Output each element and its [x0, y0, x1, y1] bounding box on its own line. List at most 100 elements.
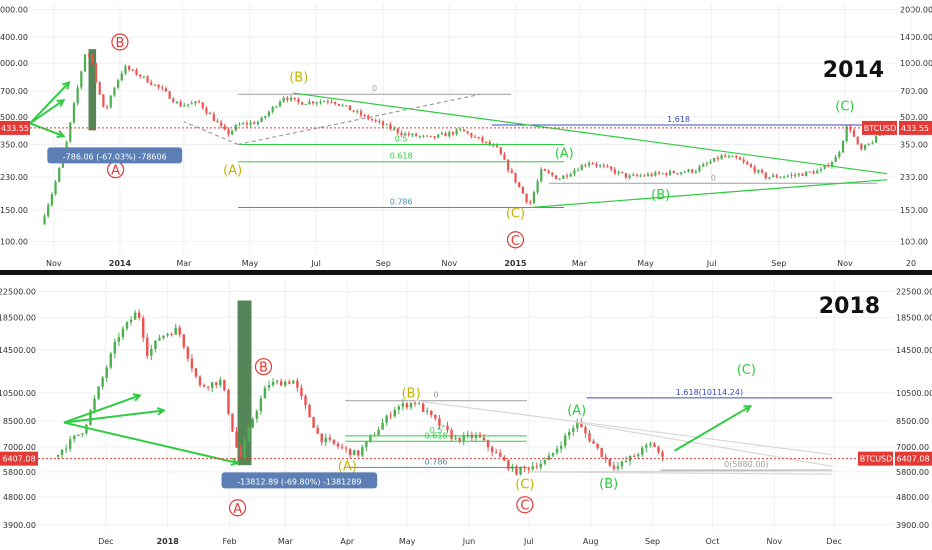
candle-body	[562, 175, 565, 179]
candle-body	[154, 340, 157, 349]
candle-body	[170, 334, 173, 336]
candle-body	[150, 82, 153, 85]
candle-body	[210, 382, 214, 388]
candle-body	[507, 460, 510, 469]
candle-body	[620, 461, 624, 467]
trendline	[530, 179, 888, 209]
x-tick-label: Aug	[583, 537, 599, 546]
candle-body	[768, 177, 771, 179]
candle-body	[120, 73, 123, 81]
candle-body	[702, 164, 705, 167]
candle-body	[150, 348, 153, 356]
candle-body	[462, 129, 466, 132]
candle-body	[348, 105, 352, 111]
candle-body	[444, 133, 447, 137]
arrow-head	[62, 80, 71, 90]
candle-body	[515, 466, 518, 475]
candle-body	[563, 435, 567, 446]
candle-body	[657, 172, 661, 174]
x-tick-label: May	[242, 259, 259, 268]
x-tick-label: Nov	[766, 537, 782, 546]
y-tick-label-right: 230.00	[900, 173, 928, 182]
candle-body	[288, 381, 291, 384]
candle-body	[117, 80, 120, 88]
candle-body	[442, 425, 445, 427]
last-price-badge-right	[899, 120, 932, 135]
candle-body	[374, 120, 377, 122]
x-tick-label: Apr	[340, 537, 355, 546]
candle-body	[263, 387, 267, 399]
x-tick-label: Jul	[523, 537, 534, 546]
candle-body	[503, 154, 506, 160]
highlight-zone	[237, 300, 252, 466]
candle-body	[838, 152, 841, 157]
candle-body	[841, 140, 845, 153]
y-tick-label-right: 7000.00	[896, 443, 929, 452]
candle-body	[779, 176, 782, 178]
candle-body	[405, 403, 409, 408]
fib-level-label: 1.618(10114.24)	[676, 388, 743, 397]
candle-body	[482, 437, 486, 441]
candle-body	[330, 101, 333, 103]
fib-level-label: 0	[372, 84, 377, 93]
x-tick-label: Nov	[837, 259, 853, 268]
candle-body	[316, 427, 319, 434]
arrow-head	[56, 99, 66, 107]
fib-level-label: 0.5	[430, 426, 443, 435]
candle-body	[146, 76, 149, 83]
candle-body	[518, 182, 521, 187]
candle-body	[519, 466, 522, 475]
candle-body	[324, 437, 328, 443]
candle-body	[137, 312, 141, 318]
candle-body	[93, 398, 96, 411]
candle-body	[73, 435, 76, 440]
candle-body	[223, 379, 226, 391]
candle-body	[735, 156, 738, 158]
candle-body	[535, 466, 538, 468]
candle-body	[486, 440, 490, 448]
candle-body	[158, 338, 161, 341]
measure-info-box	[47, 147, 183, 164]
candle-body	[448, 131, 451, 137]
candle-body	[293, 97, 296, 100]
candle-body	[216, 121, 219, 123]
candle-body	[212, 114, 215, 122]
candle-body	[68, 439, 72, 449]
candle-body	[592, 441, 595, 444]
candle-body	[466, 131, 469, 134]
y-tick-label-left: 350.00	[0, 140, 28, 149]
y-tick-label-right: 100.00	[900, 237, 928, 246]
x-tick-label: 2015	[504, 259, 527, 268]
candle-body	[580, 165, 583, 171]
trendline	[293, 92, 888, 175]
trendline	[415, 400, 833, 456]
candle-body	[186, 347, 190, 359]
wave-label: (B)	[402, 387, 421, 402]
candle-body	[190, 103, 193, 105]
x-tick-label: Sep	[376, 259, 391, 268]
candle-body	[417, 403, 421, 405]
candle-body	[665, 173, 668, 175]
candle-body	[616, 466, 620, 469]
candle-body	[101, 377, 104, 387]
candle-body	[628, 175, 631, 178]
chart-panel-2018: 22500.00 22500.00 18500.00 18500.00 14500.00…	[0, 280, 932, 546]
candle-body	[105, 106, 109, 108]
candle-body	[94, 63, 98, 83]
candle-body	[760, 170, 764, 173]
candle-body	[413, 402, 417, 404]
y-tick-label-left: 2000.00	[0, 6, 28, 15]
candle-body	[89, 410, 92, 425]
candle-body	[606, 165, 609, 167]
candle-body	[646, 174, 650, 176]
candle-body	[289, 97, 293, 101]
arrow-shaft	[674, 405, 751, 452]
candle-body	[179, 101, 182, 107]
x-tick-label: Jul	[310, 259, 321, 268]
candle-body	[58, 167, 61, 182]
candle-body	[764, 172, 767, 179]
candle-body	[713, 157, 716, 162]
candle-body	[418, 136, 421, 138]
candle-body	[742, 159, 745, 162]
wave-label: (C)	[737, 363, 756, 378]
